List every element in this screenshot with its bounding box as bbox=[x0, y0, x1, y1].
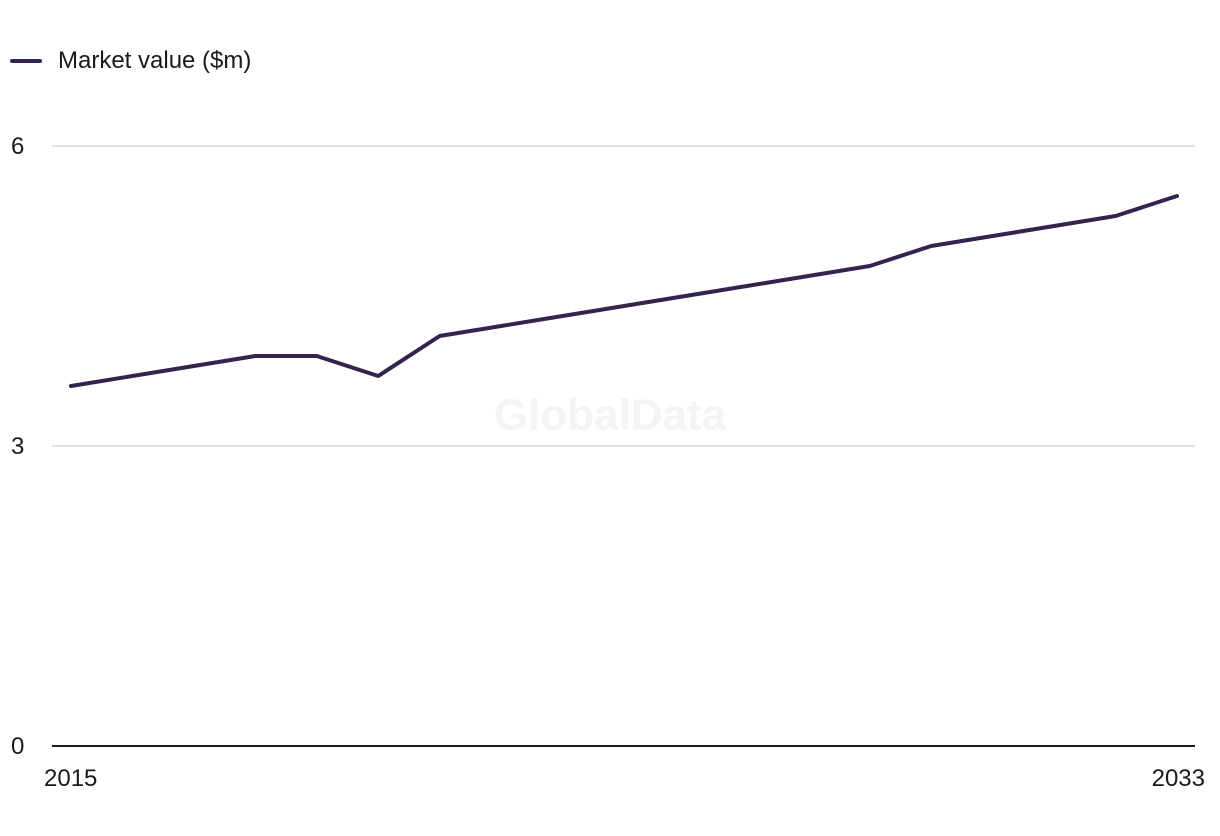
legend-swatch bbox=[10, 59, 42, 63]
series-group bbox=[69, 194, 1179, 388]
y-axis-ticks: 0 3 6 bbox=[11, 133, 24, 760]
series-line-0 bbox=[69, 194, 1179, 388]
x-axis-ticks: 2015 2033 bbox=[44, 765, 1205, 792]
x-tick-label-first: 2015 bbox=[44, 765, 97, 792]
y-tick-label-3: 3 bbox=[11, 433, 24, 460]
legend: Market value ($m) bbox=[10, 44, 251, 78]
y-tick-label-6: 6 bbox=[11, 133, 24, 160]
watermark: GlobalData bbox=[494, 391, 727, 440]
gridlines bbox=[52, 145, 1195, 747]
y-tick-label-0: 0 bbox=[11, 733, 24, 760]
x-tick-label-last: 2033 bbox=[1152, 765, 1205, 792]
legend-label: Market value ($m) bbox=[58, 47, 252, 74]
